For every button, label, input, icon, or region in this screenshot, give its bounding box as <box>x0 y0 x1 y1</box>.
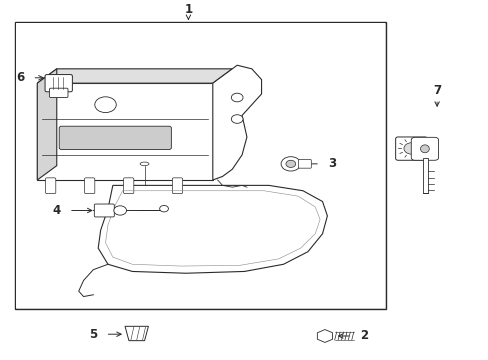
Text: 7: 7 <box>432 84 440 97</box>
FancyBboxPatch shape <box>45 75 72 92</box>
Bar <box>16 23 384 309</box>
FancyBboxPatch shape <box>123 178 134 194</box>
Circle shape <box>231 93 243 102</box>
Text: 1: 1 <box>184 3 192 16</box>
Polygon shape <box>37 69 232 83</box>
Circle shape <box>403 143 419 154</box>
Text: 4: 4 <box>53 204 61 217</box>
Bar <box>37 83 212 180</box>
Polygon shape <box>98 185 327 273</box>
Text: 6: 6 <box>16 71 24 84</box>
FancyBboxPatch shape <box>298 159 311 168</box>
Text: 3: 3 <box>327 157 336 170</box>
Circle shape <box>285 160 295 167</box>
Circle shape <box>281 157 300 171</box>
Text: 5: 5 <box>89 328 97 341</box>
FancyBboxPatch shape <box>84 178 95 194</box>
Bar <box>15 22 385 309</box>
Ellipse shape <box>140 162 149 166</box>
FancyBboxPatch shape <box>410 137 438 160</box>
FancyBboxPatch shape <box>94 204 114 217</box>
FancyBboxPatch shape <box>59 126 171 149</box>
Ellipse shape <box>420 145 428 153</box>
FancyBboxPatch shape <box>172 178 182 194</box>
FancyBboxPatch shape <box>422 158 427 193</box>
Text: 2: 2 <box>359 329 367 342</box>
Polygon shape <box>37 69 57 180</box>
Circle shape <box>159 206 168 212</box>
FancyBboxPatch shape <box>45 178 56 194</box>
Circle shape <box>231 115 243 123</box>
Polygon shape <box>125 326 148 341</box>
Circle shape <box>95 97 116 113</box>
Polygon shape <box>212 65 261 180</box>
Circle shape <box>114 206 126 215</box>
FancyBboxPatch shape <box>49 88 68 98</box>
FancyBboxPatch shape <box>395 137 427 160</box>
